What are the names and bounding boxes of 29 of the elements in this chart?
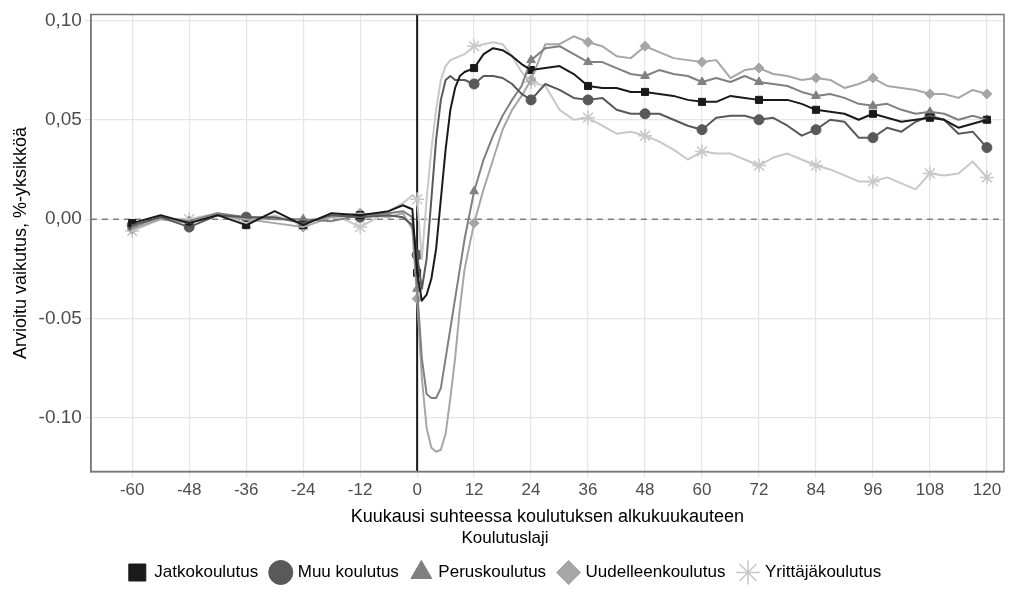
x-tick-label: 60: [692, 480, 712, 500]
x-axis-title: Kuukausi suhteessa koulutuksen alkukuukauteen: [350, 505, 745, 526]
legend-label: Jatkokoulutus: [154, 562, 259, 582]
legend-label: Peruskoulutus: [438, 562, 547, 582]
x-tick-label: 72: [749, 480, 769, 500]
x-tick-label: 108: [915, 480, 945, 500]
x-tick-label: -36: [233, 480, 259, 500]
x-tick-label: 48: [635, 480, 655, 500]
y-tick-label: 0,10: [44, 8, 82, 30]
y-tick-label: -0.10: [38, 406, 82, 428]
x-tick-label: 96: [863, 480, 883, 500]
legend-label: Yrittäjäkoulutus: [764, 562, 882, 582]
x-tick-label: 24: [521, 480, 541, 500]
y-tick-label: -0.05: [38, 306, 82, 328]
x-tick-label: 84: [806, 480, 826, 500]
y-tick-label: 0,00: [44, 207, 82, 229]
x-tick-label: -24: [290, 480, 316, 500]
x-tick-label: -48: [176, 480, 202, 500]
legend-label: Uudelleenkoulutus: [585, 562, 726, 582]
x-tick-label: 36: [578, 480, 598, 500]
x-tick-label: 0: [412, 480, 422, 500]
y-axis-title: Arvioitu vaikutus, %-yksikköä: [9, 125, 30, 360]
legend-title: Koulutuslaji: [461, 527, 549, 547]
x-tick-label: 12: [464, 480, 484, 500]
x-tick-label: 120: [972, 480, 1002, 500]
legend-label: Muu koulutus: [297, 562, 399, 582]
y-tick-label: 0,05: [44, 107, 82, 129]
x-tick-label: -12: [347, 480, 373, 500]
x-tick-label: -60: [119, 480, 145, 500]
